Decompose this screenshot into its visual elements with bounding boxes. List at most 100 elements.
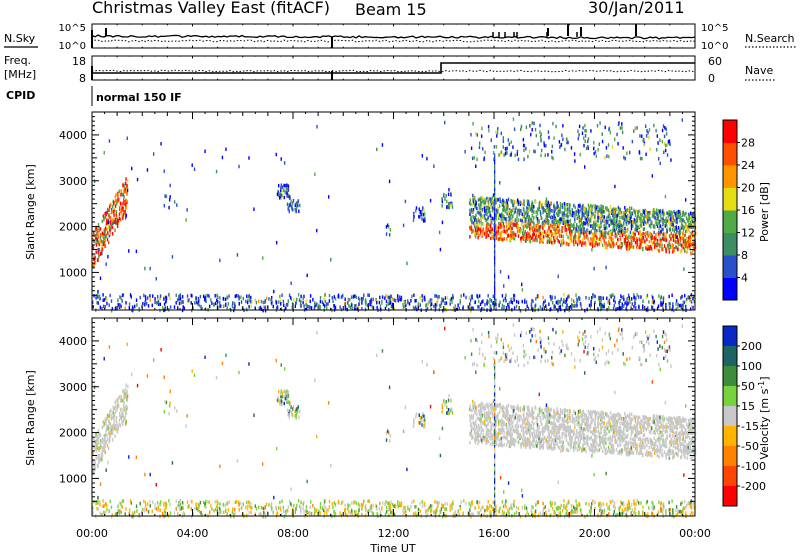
velocity-cell bbox=[347, 503, 349, 507]
power-cell bbox=[508, 211, 510, 215]
power-cell bbox=[125, 205, 127, 210]
beam-title: Beam 15 bbox=[355, 0, 427, 19]
velocity-cell bbox=[592, 501, 594, 505]
power-cell bbox=[98, 226, 100, 231]
power-cell bbox=[498, 204, 501, 208]
power-cell bbox=[536, 228, 538, 233]
velocity-cell bbox=[502, 504, 505, 509]
power-cell bbox=[499, 222, 501, 226]
velocity-cell bbox=[357, 502, 360, 507]
power-cell bbox=[469, 225, 471, 230]
power-cell bbox=[502, 214, 504, 218]
power-cell bbox=[421, 217, 423, 221]
velocity-cell bbox=[188, 504, 190, 508]
power-cell bbox=[368, 293, 371, 298]
power-cell bbox=[517, 202, 520, 206]
power-cell bbox=[639, 235, 641, 239]
power-cell bbox=[363, 293, 365, 298]
power-cell bbox=[481, 195, 483, 200]
power-cell bbox=[628, 296, 631, 300]
power-cell bbox=[518, 227, 520, 231]
noise-panel-frame bbox=[91, 23, 696, 49]
cpid-value: normal 150 IF bbox=[96, 91, 182, 104]
velocity-cell bbox=[104, 511, 106, 515]
power-cell bbox=[497, 213, 500, 218]
velocity-cell bbox=[407, 506, 409, 511]
power-cell bbox=[573, 235, 575, 240]
velocity-cell bbox=[391, 508, 394, 513]
power-cell bbox=[108, 213, 110, 217]
velocity-scatter bbox=[92, 323, 697, 519]
power-cell bbox=[521, 288, 524, 292]
power-cell bbox=[450, 192, 452, 196]
power-cell bbox=[676, 217, 678, 221]
velocity-cell bbox=[300, 500, 302, 505]
power-cell bbox=[622, 225, 625, 230]
power-cell bbox=[593, 151, 595, 156]
velocity-cell bbox=[608, 507, 611, 512]
power-cell bbox=[442, 298, 444, 303]
power-cell bbox=[103, 218, 105, 222]
power-cell bbox=[575, 223, 578, 227]
velocity-cell bbox=[541, 513, 544, 517]
noise-traces bbox=[91, 24, 696, 48]
power-cell bbox=[657, 141, 659, 145]
power-cell bbox=[410, 298, 412, 303]
power-cell bbox=[682, 245, 684, 250]
power-cell bbox=[641, 239, 643, 244]
power-cell bbox=[590, 214, 592, 219]
power-cell bbox=[419, 295, 421, 300]
power-cell bbox=[577, 214, 580, 219]
power-cell bbox=[626, 227, 629, 232]
power-cell bbox=[612, 213, 615, 218]
power-cell bbox=[338, 295, 340, 299]
power-cell bbox=[489, 297, 491, 302]
power-cell bbox=[629, 245, 631, 249]
power-cell bbox=[131, 305, 134, 309]
power-cell bbox=[516, 215, 518, 219]
velocity-cell bbox=[627, 503, 629, 508]
power-cell bbox=[549, 207, 551, 211]
power-cell bbox=[328, 293, 331, 298]
power-cell bbox=[473, 215, 475, 220]
power-cell bbox=[564, 208, 566, 213]
velocity-cell bbox=[321, 506, 324, 511]
velocity-cell bbox=[98, 501, 101, 506]
velocity-cell bbox=[690, 504, 692, 509]
velocity-cell bbox=[209, 510, 211, 515]
velocity-cell bbox=[106, 507, 108, 512]
power-cell bbox=[621, 126, 623, 130]
power-cell bbox=[472, 221, 475, 225]
power-cell bbox=[283, 303, 285, 308]
power-cell bbox=[655, 128, 657, 133]
velocity-cell bbox=[385, 505, 388, 510]
power-cell bbox=[524, 230, 526, 234]
power-cell bbox=[119, 209, 122, 213]
power-cell bbox=[105, 221, 108, 226]
power-cell bbox=[159, 302, 161, 307]
power-cell bbox=[107, 220, 109, 225]
power-cell bbox=[98, 251, 100, 256]
power-cell bbox=[606, 243, 609, 248]
velocity-cell bbox=[177, 512, 179, 516]
velocity-cell bbox=[515, 510, 518, 515]
velocity-cell bbox=[602, 502, 604, 506]
velocity-cell bbox=[324, 510, 326, 514]
power-cell bbox=[600, 239, 602, 244]
power-cell bbox=[494, 301, 496, 306]
power-cell bbox=[650, 234, 652, 239]
velocity-cell bbox=[352, 501, 355, 505]
velocity-cell bbox=[682, 506, 685, 510]
power-cell bbox=[611, 293, 613, 297]
power-cell bbox=[688, 295, 690, 300]
power-cell bbox=[677, 237, 679, 242]
power-cell bbox=[495, 197, 497, 202]
power-cell bbox=[597, 219, 600, 223]
power-cell bbox=[509, 214, 511, 218]
power-cell bbox=[510, 229, 513, 233]
velocity-cell bbox=[602, 510, 604, 515]
velocity-cell bbox=[570, 504, 573, 508]
power-cell bbox=[631, 231, 634, 236]
power-cell bbox=[130, 295, 132, 299]
power-cell bbox=[197, 302, 199, 307]
